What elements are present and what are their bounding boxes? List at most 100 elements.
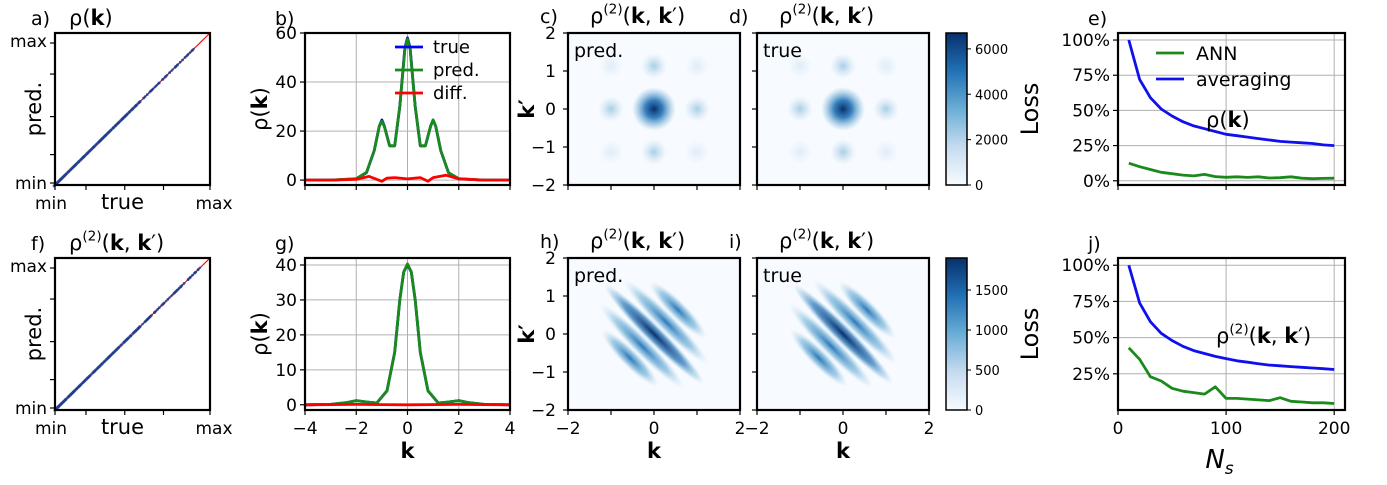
y-axis-label: Loss: [1016, 83, 1044, 136]
y-axis-label: k′: [515, 99, 539, 119]
heatmap-side-lobe: [830, 139, 856, 165]
scatter-point: [170, 70, 173, 73]
scatter-point: [175, 289, 178, 292]
x-tick-label: 0: [1113, 419, 1124, 439]
y-tick-label: 0: [286, 171, 297, 191]
heatmap-side-lobe: [830, 53, 856, 79]
panel-inner-math: ρ(k): [1206, 108, 1250, 132]
y-tick-label: 20: [275, 122, 297, 142]
legend-label: diff.: [433, 83, 468, 104]
legend-label: pred.: [433, 60, 480, 81]
colorbar-tick-label: 500: [975, 364, 1000, 379]
colorbar: [946, 258, 967, 410]
y-axis-label-text: pred.: [22, 82, 46, 136]
y-axis-label-text: Loss: [1016, 83, 1044, 136]
panel-label: j): [1087, 233, 1101, 255]
x-axis-label: k: [401, 439, 416, 463]
y-tick-label: 1: [545, 62, 556, 82]
x-tick-label: −4: [292, 419, 317, 439]
y-tick-label: −2: [531, 401, 556, 421]
scatter-point: [167, 298, 170, 301]
heatmap-center-peak: [821, 87, 865, 131]
panel-title: ρ(2)(k, k′): [69, 229, 164, 255]
scatter-point: [164, 76, 167, 79]
y-tick-label: 50%: [1072, 101, 1110, 121]
x-tick-label: 0: [838, 419, 849, 439]
y-axis-label-text: k′: [515, 99, 539, 119]
scatter-point: [157, 83, 160, 86]
scatter-point: [146, 93, 149, 96]
colorbar-tick-label: 2000: [975, 134, 1008, 149]
x-axis-label: k: [836, 439, 851, 463]
series-line-ANN: [1129, 348, 1334, 404]
y-axis-label-text: pred.: [22, 307, 46, 361]
x-tick-label: min: [35, 194, 67, 214]
x-tick-label: 2: [453, 419, 464, 439]
scatter-point: [166, 74, 169, 77]
scatter-point: [150, 314, 153, 317]
scatter-point: [160, 304, 163, 307]
x-axis-label: Ns: [1205, 445, 1233, 479]
colorbar-tick-label: 6000: [975, 43, 1008, 58]
y-tick-label: 50%: [1072, 329, 1110, 349]
x-tick-label: max: [195, 419, 232, 439]
y-tick-label: 100%: [1061, 256, 1110, 276]
colorbar-tick-label: 1000: [975, 324, 1008, 339]
y-tick-label: 0: [545, 325, 556, 345]
legend-label: ANN: [1196, 43, 1237, 65]
y-tick-label: 10: [275, 361, 297, 381]
scatter-point: [146, 318, 149, 321]
scatter-point: [189, 276, 192, 279]
panel-title: ρ(k): [69, 6, 113, 30]
heatmap-inner-label: true: [763, 265, 802, 287]
y-axis-label: ρ(k): [248, 87, 272, 131]
scatter-point: [149, 90, 152, 93]
panel-title: ρ(2)(k, k′): [779, 227, 874, 253]
x-tick-label: 4: [505, 419, 516, 439]
scatter-point: [197, 269, 200, 272]
legend-label: averaging: [1196, 69, 1291, 91]
y-tick-label: 2: [545, 249, 556, 269]
x-tick-label: max: [195, 194, 232, 214]
heatmap-side-lobe: [641, 139, 667, 165]
y-tick-label: 100%: [1061, 31, 1110, 51]
heatmap-corner-lobe: [788, 140, 812, 164]
scatter-point: [141, 323, 144, 326]
panel-label: g): [275, 233, 294, 255]
scatter-point: [170, 295, 173, 298]
x-axis-label: true: [101, 190, 144, 214]
colorbar-tick-label: 1500: [975, 284, 1008, 299]
x-tick-label: −2: [744, 419, 769, 439]
panel-inner-math: ρ(2)(k, k′): [1216, 322, 1311, 348]
y-tick-label: max: [10, 257, 47, 277]
heatmap-center-peak: [632, 87, 676, 131]
series-line-ANN: [1129, 163, 1334, 179]
y-tick-label: max: [10, 32, 47, 52]
y-axis-label-text: Loss: [1016, 308, 1044, 361]
panel-title: ρ(2)(k, k′): [779, 2, 874, 28]
scatter-point: [142, 97, 145, 100]
x-tick-label: min: [35, 419, 67, 439]
colorbar-tick-label: 0: [975, 179, 983, 194]
x-tick-label: 0: [402, 419, 413, 439]
scatter-point: [194, 271, 197, 274]
y-axis-label-text: ρ(k): [248, 312, 272, 356]
y-tick-label: −1: [531, 363, 556, 383]
heatmap-corner-lobe: [599, 140, 623, 164]
panel-title: ρ(2)(k, k′): [590, 2, 685, 28]
heatmap-inner-label: true: [763, 40, 802, 62]
scatter-point: [153, 86, 156, 89]
scatter-point: [192, 48, 195, 51]
y-axis-label-text: k′: [515, 324, 539, 344]
y-tick-label: 0: [286, 396, 297, 416]
y-tick-label: min: [15, 399, 47, 419]
panel-label: a): [31, 8, 50, 30]
scatter-point: [161, 78, 164, 81]
y-tick-label: 25%: [1072, 137, 1110, 157]
panel-label: e): [1088, 8, 1107, 30]
panel-title: ρ(2)(k, k′): [590, 227, 685, 253]
heatmap-side-lobe: [684, 96, 710, 122]
panel-label: i): [729, 231, 742, 253]
panel-label: f): [31, 233, 45, 255]
